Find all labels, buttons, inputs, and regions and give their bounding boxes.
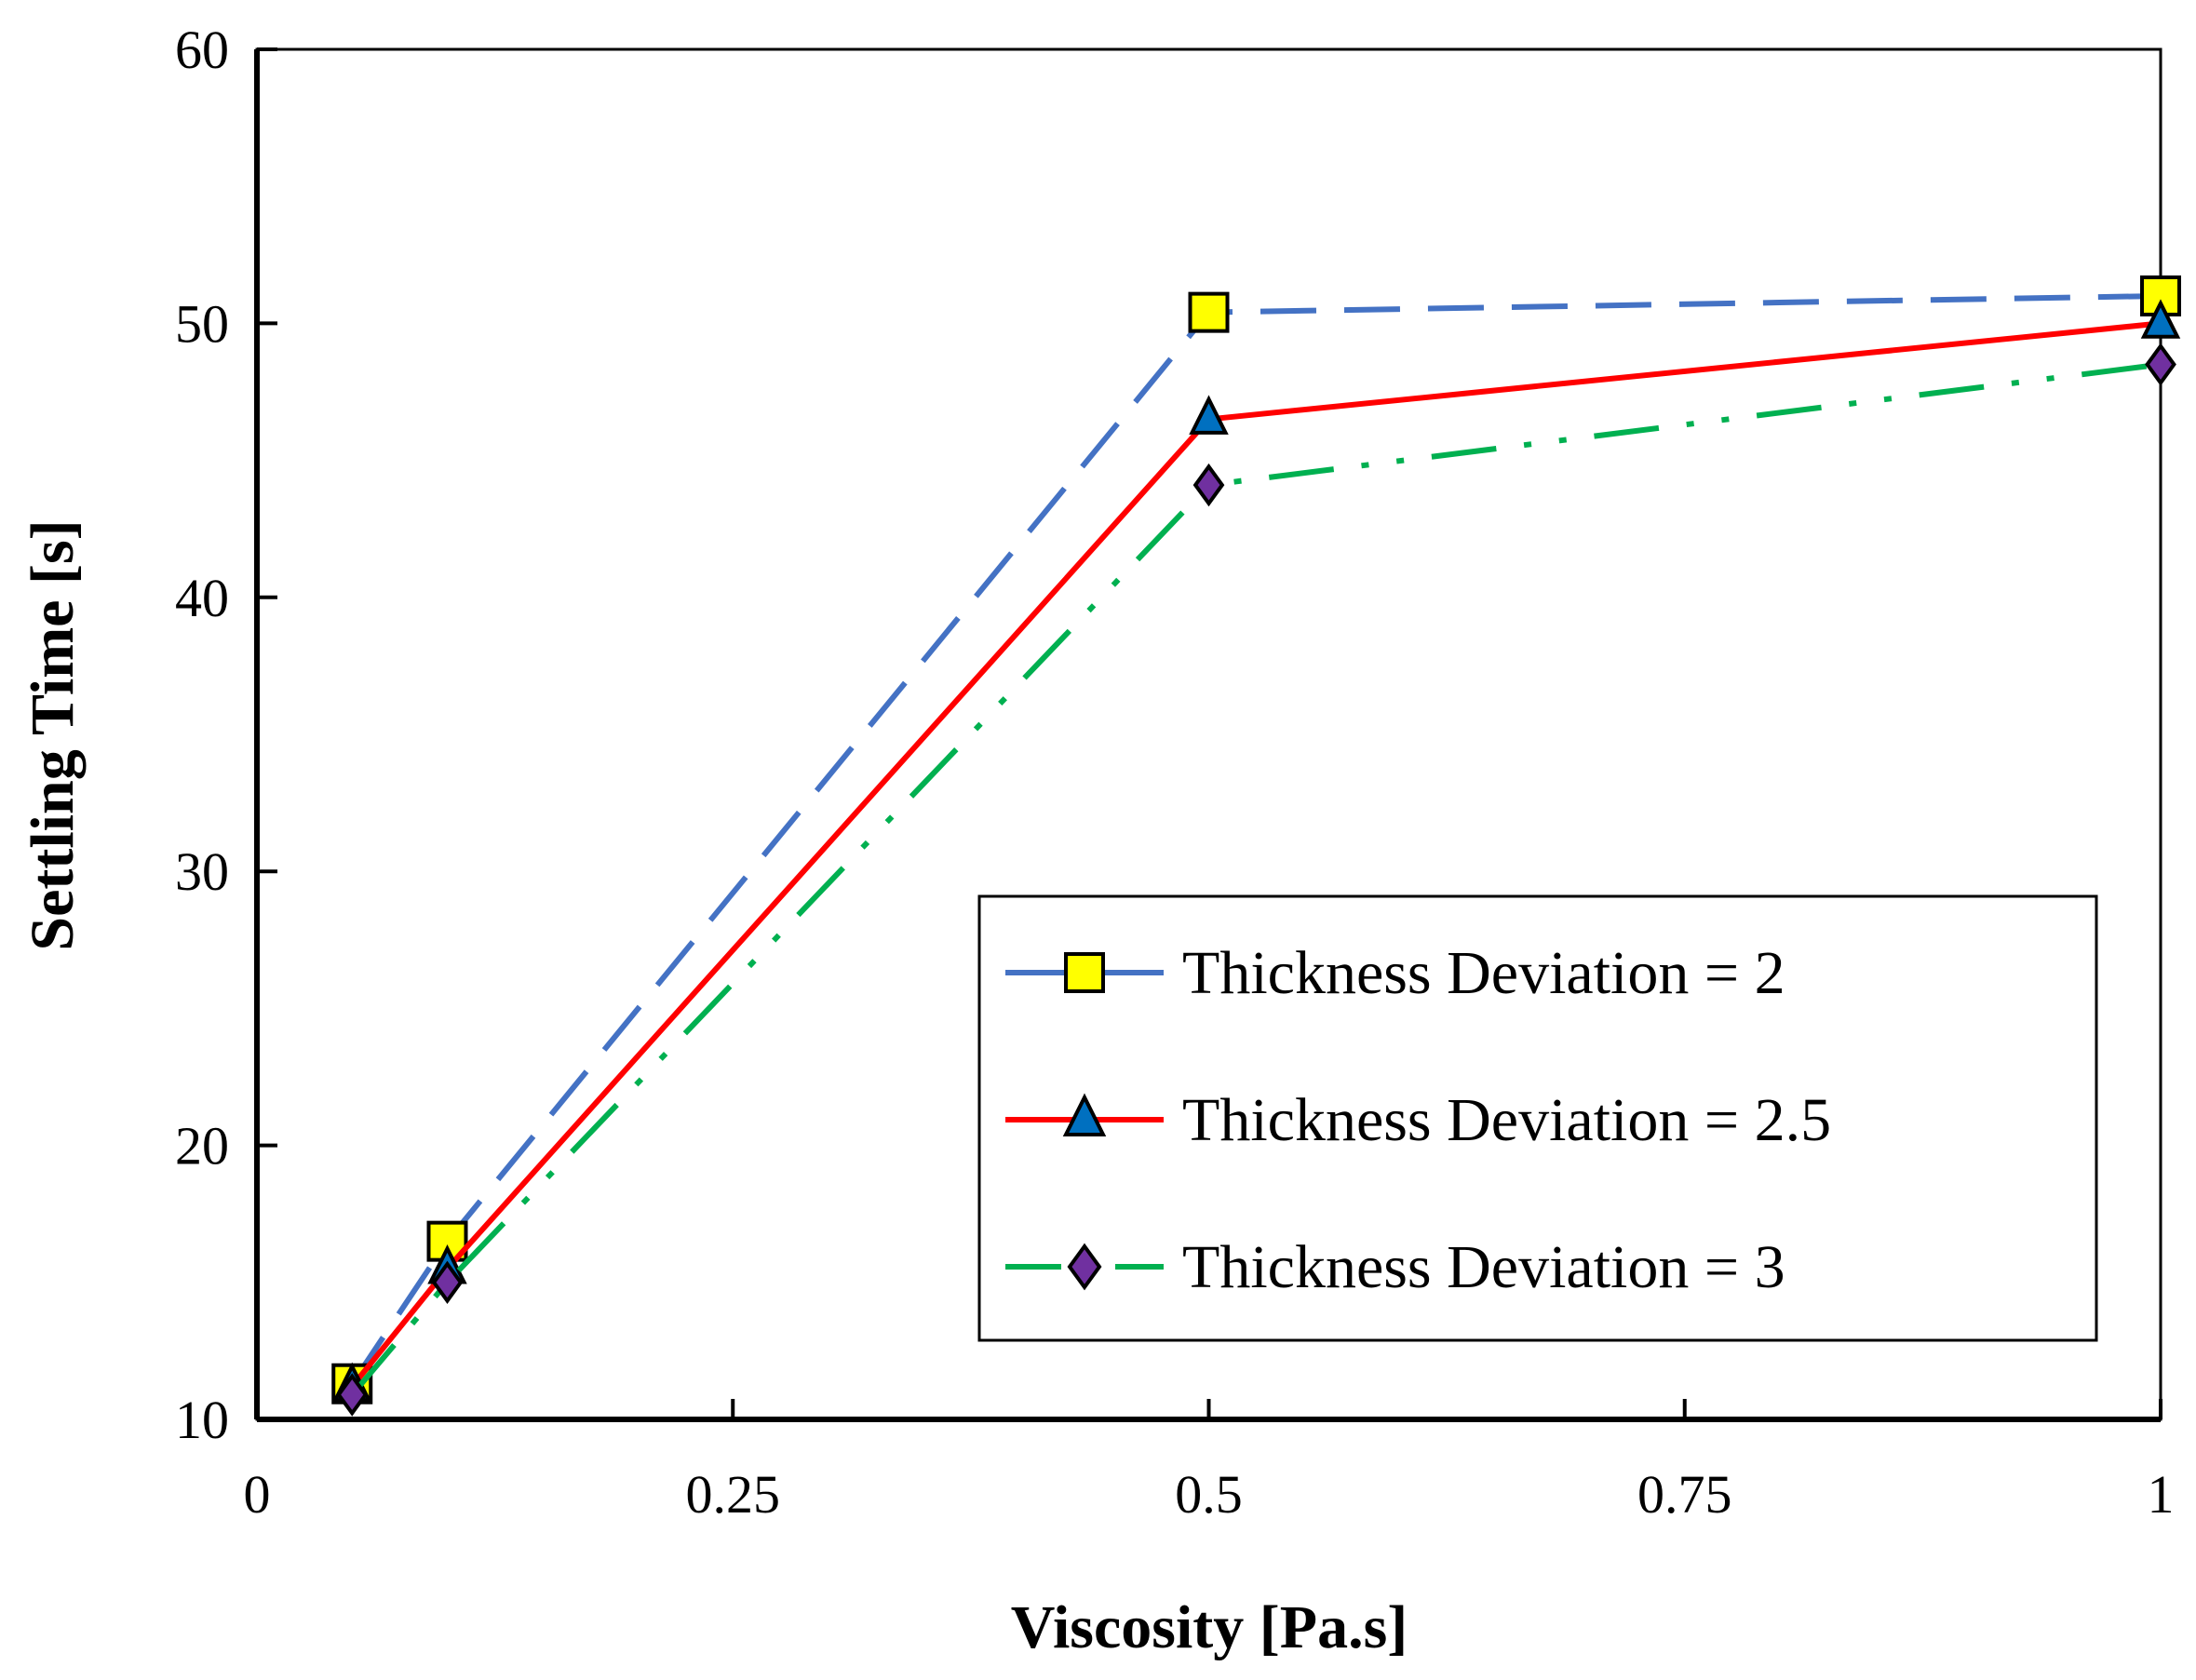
square-marker <box>1064 952 1105 993</box>
series-line <box>349 292 2162 1386</box>
y-tick-label: 60 <box>175 20 229 80</box>
diamond-marker <box>1192 463 1225 507</box>
x-tick-label: 1 <box>2148 1464 2175 1525</box>
legend-label: Thickness Deviation = 3 <box>1182 1233 1785 1301</box>
axes: 0 0.25 0.5 0.75 1 10 20 30 40 50 60 <box>175 20 2175 1525</box>
legend-label: Thickness Deviation = 2 <box>1182 939 1785 1007</box>
x-axis-label: Viscosity [Pa.s] <box>1011 1593 1408 1661</box>
diamond-marker <box>336 1373 369 1417</box>
legend: Thickness Deviation = 2 Thickness Deviati… <box>977 894 2098 1342</box>
series-3 <box>336 343 2176 1417</box>
series-line <box>349 361 2162 1397</box>
series-group <box>331 275 2181 1417</box>
series-line <box>349 320 2162 1389</box>
y-tick-label: 40 <box>175 568 229 628</box>
legend-label: Thickness Deviation = 2.5 <box>1182 1086 1831 1154</box>
y-tick-label: 50 <box>175 293 229 354</box>
triangle-marker <box>2140 299 2181 339</box>
diamond-marker <box>2145 343 2176 386</box>
square-marker <box>1188 291 1230 333</box>
y-tick-label: 20 <box>175 1116 229 1176</box>
y-tick-label: 30 <box>175 841 229 902</box>
y-tick-label: 10 <box>175 1390 229 1450</box>
diamond-marker <box>1067 1243 1102 1291</box>
triangle-marker <box>1189 395 1229 435</box>
triangle-marker <box>1062 1093 1107 1136</box>
x-tick-label: 0 <box>244 1464 271 1525</box>
y-axis-label: Settling Time [s] <box>19 519 87 950</box>
x-tick-label: 0.5 <box>1175 1464 1243 1525</box>
x-tick-label: 0.25 <box>686 1464 781 1525</box>
diamond-marker <box>431 1260 464 1305</box>
x-tick-label: 0.75 <box>1637 1464 1732 1525</box>
legend-box <box>977 894 2098 1342</box>
